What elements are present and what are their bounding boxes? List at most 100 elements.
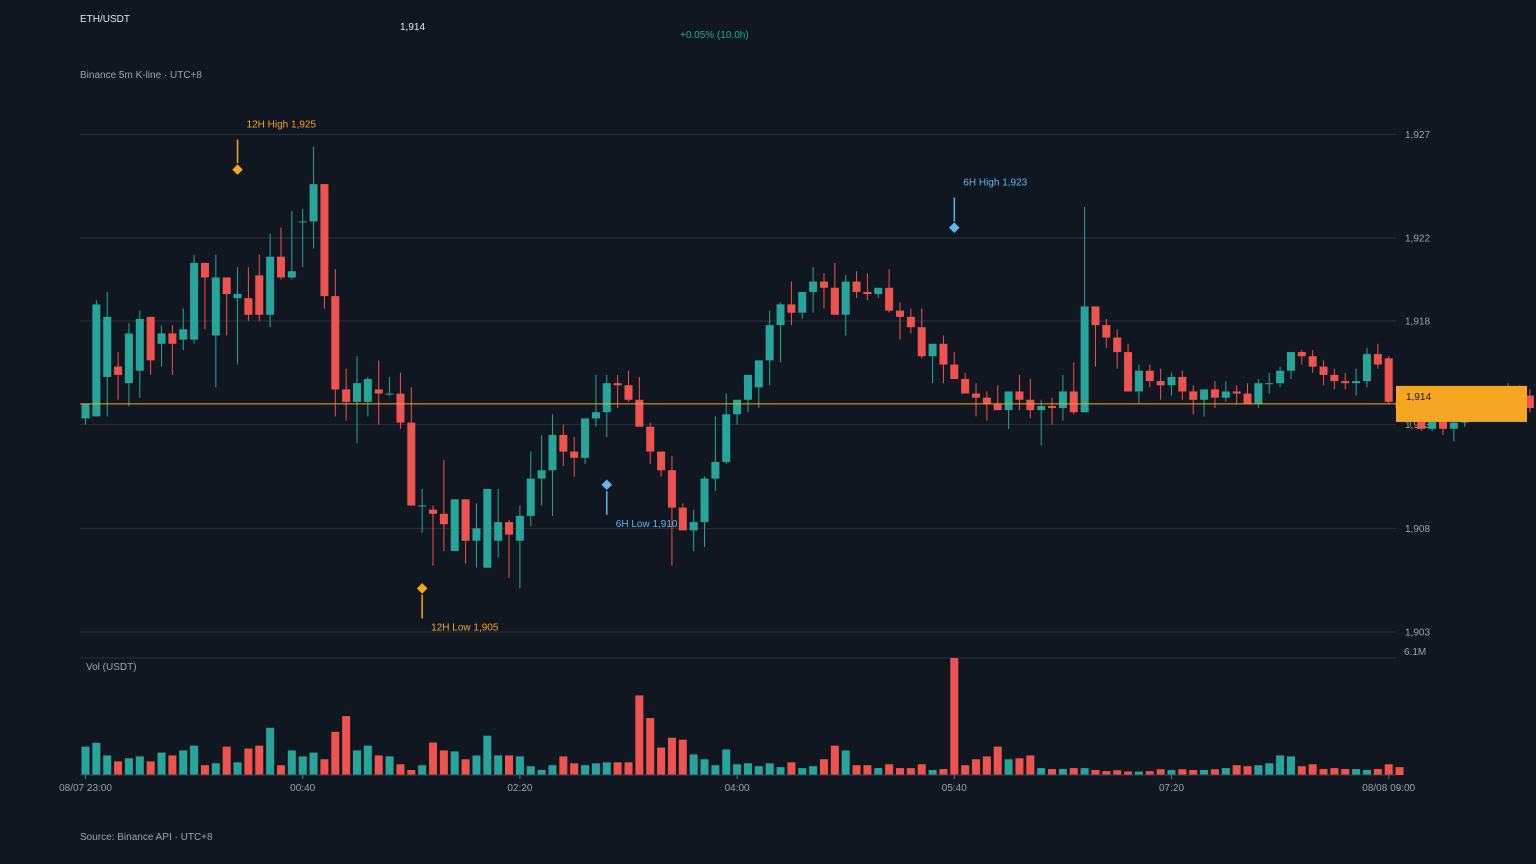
volume-bar — [548, 765, 557, 775]
volume-bar — [819, 759, 828, 775]
volume-bar — [657, 747, 666, 775]
candle — [635, 399, 644, 427]
volume-bar — [841, 750, 850, 775]
volume-bar — [385, 756, 394, 775]
volume-bar — [407, 770, 416, 775]
volume-bar — [624, 762, 633, 775]
candle — [1048, 405, 1057, 409]
y-tick-label: 1,903 — [1405, 628, 1430, 639]
volume-bar — [353, 750, 361, 775]
volume-bar — [1026, 755, 1035, 775]
candle — [1417, 418, 1426, 429]
candle — [1004, 391, 1013, 411]
y-tick-label: 1,908 — [1405, 524, 1430, 535]
volume-axis-label: Vol (USDT) — [86, 662, 137, 673]
candle — [472, 528, 481, 541]
volume-bar — [363, 745, 372, 775]
candle — [1221, 391, 1230, 398]
volume-bar — [1221, 768, 1230, 775]
volume-bar — [1080, 768, 1089, 775]
candle — [1297, 352, 1306, 357]
volume-bar — [1156, 769, 1165, 775]
candle — [494, 522, 503, 541]
volume-bar — [124, 758, 133, 775]
candle — [439, 513, 448, 525]
candle — [548, 435, 557, 471]
candle — [1210, 389, 1219, 398]
volume-bar — [266, 727, 275, 775]
candle — [287, 271, 296, 278]
candle — [896, 310, 904, 317]
candle — [418, 505, 427, 507]
volume-bar — [439, 750, 448, 775]
volume-bar — [809, 766, 818, 775]
candle — [1265, 383, 1274, 385]
candle — [1102, 325, 1111, 338]
candle — [233, 294, 242, 299]
candle — [1243, 393, 1252, 404]
candle — [483, 488, 492, 568]
candle — [1091, 306, 1100, 326]
candle — [928, 343, 937, 357]
volume-bar — [787, 762, 796, 775]
volume-bar — [559, 756, 568, 775]
candle — [124, 333, 133, 384]
volume-bar — [537, 770, 546, 775]
candle — [1080, 306, 1089, 413]
volume-bar — [667, 737, 676, 775]
volume-bar — [961, 765, 970, 775]
volume-bar — [1037, 768, 1046, 775]
volume-bar — [581, 765, 590, 775]
candle — [342, 389, 351, 402]
volume-bar — [179, 750, 188, 775]
volume-bar — [135, 756, 144, 775]
volume-bar — [494, 755, 503, 775]
volume-bar — [1362, 770, 1371, 775]
candle — [906, 316, 915, 328]
volume-bar — [1286, 756, 1295, 775]
candle — [830, 287, 839, 315]
volume-bar — [570, 763, 579, 775]
candle — [429, 509, 438, 514]
candle — [939, 343, 948, 365]
volume-bar — [874, 768, 883, 775]
candle — [765, 325, 774, 361]
candle — [450, 499, 459, 552]
volume-bar — [255, 745, 264, 775]
x-tick-label: 08/07 23:00 — [59, 783, 112, 794]
candle — [972, 393, 981, 398]
candle — [689, 522, 698, 531]
volume-bar — [483, 735, 492, 775]
symbol-label: ETH/USDT — [80, 14, 130, 25]
volume-bar — [1102, 771, 1111, 775]
volume-bar — [331, 731, 340, 775]
volume-bar — [396, 764, 405, 775]
volume-bar — [917, 764, 926, 775]
volume-bar — [418, 765, 427, 775]
annotation-marker — [230, 162, 245, 177]
candle — [1525, 395, 1534, 409]
volume-bar — [1189, 770, 1198, 775]
candle — [1145, 370, 1154, 382]
volume-bar — [429, 742, 438, 775]
source-note: Source: Binance API · UTC+8 — [80, 832, 213, 843]
candle — [624, 385, 633, 400]
candle — [863, 291, 872, 295]
x-tick-label: 02:20 — [507, 783, 532, 794]
candle — [200, 262, 209, 278]
candle — [743, 374, 752, 400]
candle — [1069, 391, 1078, 413]
candle — [819, 281, 828, 288]
candle — [559, 435, 568, 452]
volume-bar — [700, 759, 709, 775]
candle — [602, 383, 611, 413]
volume-bar — [168, 755, 177, 775]
volume-bar — [776, 767, 785, 775]
candle — [146, 316, 155, 361]
candle — [1352, 381, 1361, 384]
volume-bar — [1232, 765, 1241, 775]
volume-bar — [1297, 766, 1306, 775]
candle — [961, 379, 970, 394]
volume-bar — [1373, 769, 1382, 775]
